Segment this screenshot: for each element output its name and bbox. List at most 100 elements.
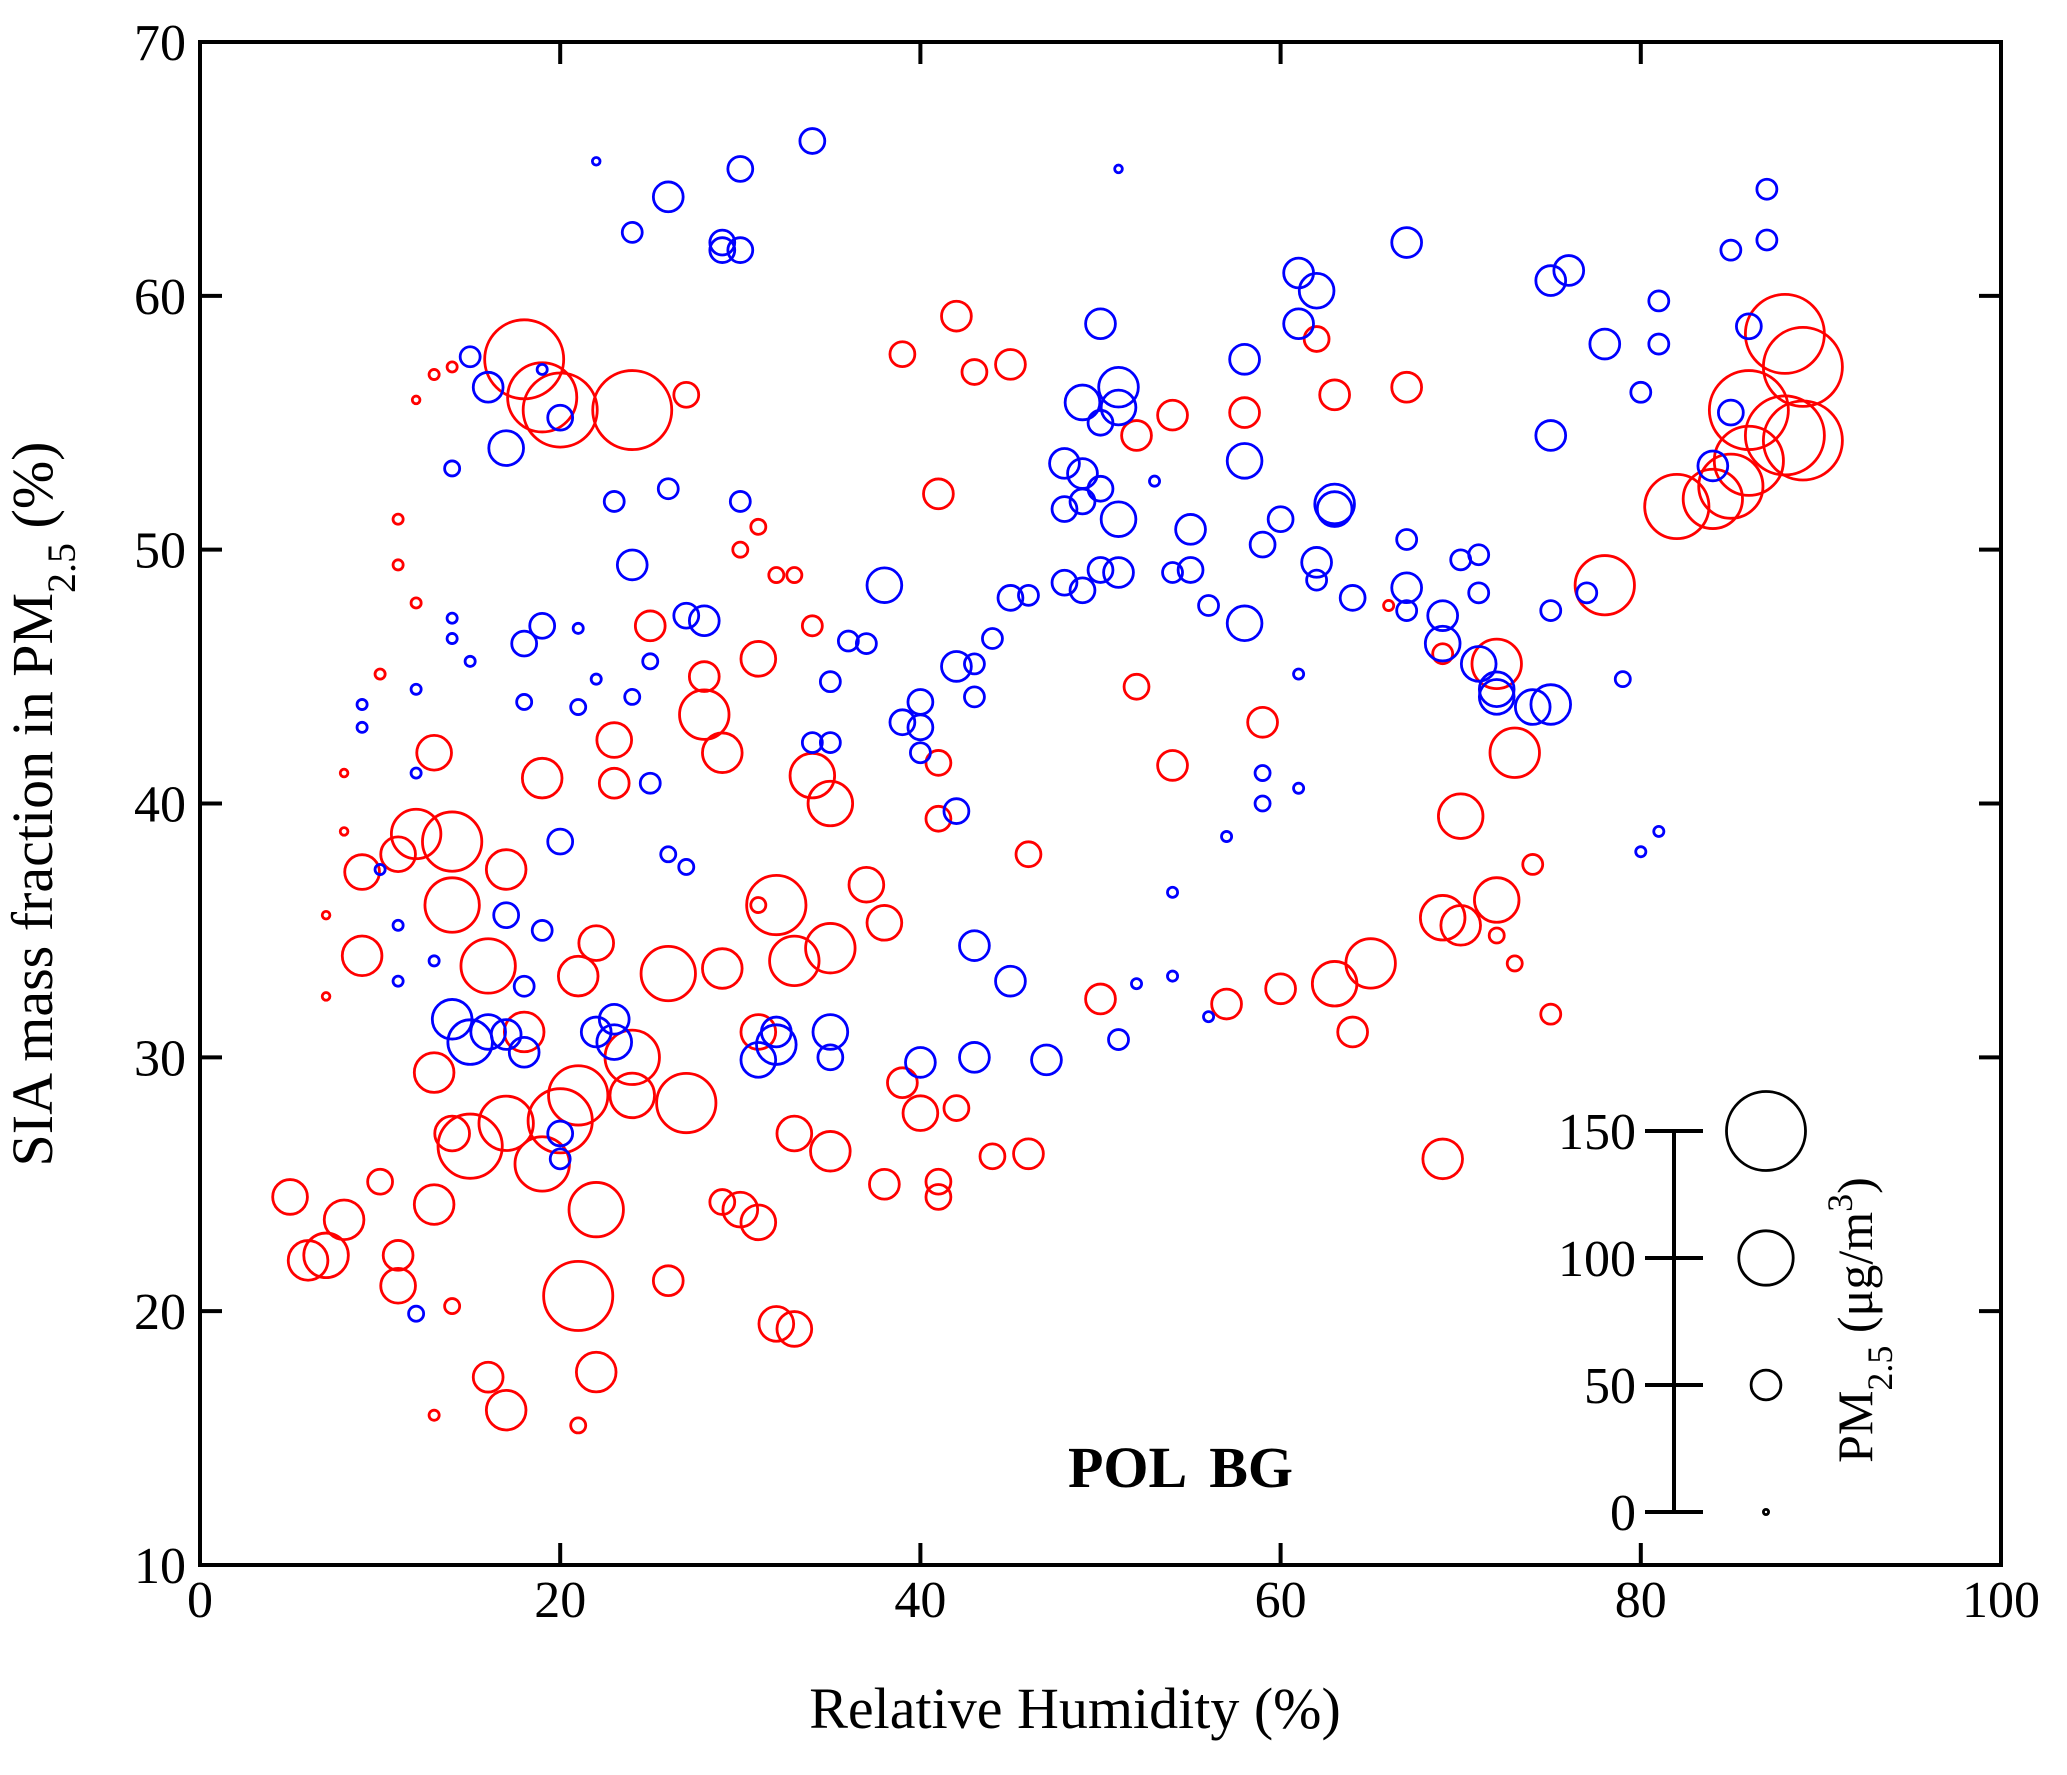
bubble [366, 1167, 394, 1196]
bubble [436, 1112, 504, 1180]
bubble [1426, 599, 1459, 632]
bubble [818, 670, 842, 694]
bubble [775, 1310, 814, 1348]
size-label-main: PM [1827, 1391, 1883, 1463]
bubble [687, 660, 721, 693]
bubble [886, 1066, 919, 1100]
size-tick-label: 150 [1558, 1104, 1636, 1161]
bubble [1120, 419, 1153, 452]
size-tick-label: 0 [1610, 1485, 1636, 1542]
bubble [868, 1167, 901, 1201]
bubble [1707, 369, 1790, 451]
bubble [542, 1259, 615, 1332]
bubble [1539, 599, 1563, 622]
bubble [471, 1360, 505, 1394]
bubble [775, 1114, 814, 1153]
bubble [798, 127, 827, 155]
bubble [571, 621, 585, 635]
bubble [1634, 845, 1648, 859]
bubble [507, 1035, 541, 1069]
bubble [836, 629, 860, 653]
bubble [597, 766, 631, 800]
bubble [1717, 398, 1745, 427]
bubble [906, 688, 935, 716]
bubble [1421, 1137, 1464, 1181]
bubble [322, 1198, 366, 1242]
bubble [615, 548, 649, 582]
bubble [1431, 642, 1455, 666]
bubble [1063, 383, 1102, 422]
bubble [1477, 670, 1516, 709]
bubble [708, 236, 737, 264]
bubble [1122, 672, 1151, 701]
bubble [1050, 495, 1079, 523]
bubble [597, 1002, 631, 1036]
bubble [577, 924, 615, 962]
x-tick-label: 100 [1962, 1572, 2040, 1629]
bubble [320, 991, 332, 1002]
bubble [1225, 442, 1264, 480]
bubble [530, 919, 554, 942]
bubble [379, 835, 417, 874]
y-tick-label: 10 [134, 1538, 186, 1595]
bubble [423, 876, 481, 934]
bubble [811, 1013, 850, 1051]
bubble [1228, 342, 1261, 376]
bubble [526, 1087, 594, 1155]
bubble [1253, 764, 1272, 782]
bubble [589, 672, 603, 686]
bubble [1310, 960, 1359, 1008]
bubble [701, 947, 744, 990]
bubble [343, 853, 381, 891]
bubble [1050, 568, 1079, 597]
bubble [1315, 490, 1354, 528]
bubble [1099, 500, 1138, 538]
bubble [1318, 378, 1351, 412]
y-axis-label: SIA mass fraction in PM2.5 (%) [0, 442, 84, 1167]
bubble [651, 180, 685, 214]
bubble [391, 974, 405, 988]
bubble [1084, 307, 1117, 341]
bubble [924, 749, 953, 777]
bubble [1487, 926, 1506, 945]
bubble [373, 863, 387, 876]
y-label-main: SIA mass fraction in PM [0, 593, 65, 1167]
bubble [906, 713, 935, 742]
bubble [443, 1297, 462, 1316]
bubble [1156, 398, 1189, 432]
bubble [459, 937, 517, 995]
bubble [1130, 977, 1143, 991]
bubble [492, 901, 521, 930]
size-legend-label: PM2.5 (μg/m3) [1820, 1177, 1900, 1463]
bubble [1735, 312, 1763, 341]
bubble [483, 318, 566, 401]
bubble [1629, 380, 1653, 404]
bubble [960, 358, 989, 386]
bubble [677, 858, 696, 876]
bubble [655, 1071, 718, 1135]
bubble [1697, 452, 1765, 520]
bubble [1084, 982, 1117, 1016]
bubble [608, 1071, 656, 1120]
bubble [1613, 670, 1632, 689]
bubble [1743, 394, 1826, 477]
bubble [728, 490, 752, 513]
bubble [1246, 705, 1279, 739]
bubble [567, 1181, 625, 1239]
bubble [355, 698, 369, 711]
bubble [415, 733, 453, 772]
bubble [1395, 528, 1419, 551]
bubble [978, 1142, 1007, 1171]
bubble [963, 652, 986, 676]
x-tick-label: 40 [894, 1572, 946, 1629]
bubble [1282, 307, 1315, 341]
bubble [1014, 840, 1043, 869]
bubble [409, 596, 423, 610]
bubble [579, 1015, 613, 1049]
bubble [687, 604, 721, 638]
bubble [1068, 576, 1097, 605]
bubble [484, 1388, 528, 1432]
bubble [445, 611, 459, 625]
bubble [595, 721, 633, 759]
